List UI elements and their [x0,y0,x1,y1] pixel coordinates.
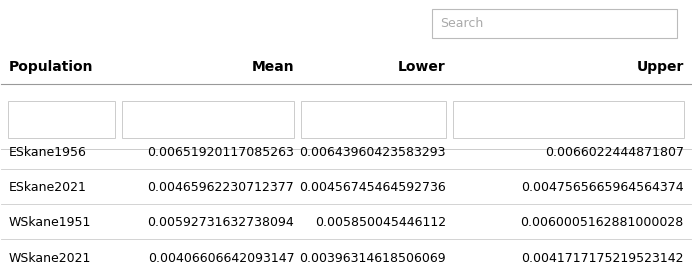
Text: 0.0047565665964564374: 0.0047565665964564374 [521,181,684,194]
Text: 0.00592731632738094: 0.00592731632738094 [147,216,294,230]
Text: 0.0060005162881000028: 0.0060005162881000028 [520,216,684,230]
Text: 0.00456745464592736: 0.00456745464592736 [299,181,446,194]
Text: Lower: Lower [398,60,446,74]
Text: WSkane2021: WSkane2021 [8,252,91,265]
Text: 0.00651920117085263: 0.00651920117085263 [147,146,294,159]
FancyBboxPatch shape [432,10,677,38]
FancyBboxPatch shape [301,101,446,138]
Text: 0.00396314618506069: 0.00396314618506069 [300,252,446,265]
Text: 0.0066022444871807: 0.0066022444871807 [545,146,684,159]
FancyBboxPatch shape [8,101,115,138]
Text: ESkane2021: ESkane2021 [8,181,86,194]
Text: Mean: Mean [252,60,294,74]
Text: 0.00643960423583293: 0.00643960423583293 [300,146,446,159]
Text: 0.0041717175219523142: 0.0041717175219523142 [521,252,684,265]
Text: Upper: Upper [637,60,684,74]
Text: WSkane1951: WSkane1951 [8,216,91,230]
FancyBboxPatch shape [453,101,684,138]
Text: Search: Search [440,17,484,30]
Text: Population: Population [8,60,93,74]
Text: 0.00406606642093147: 0.00406606642093147 [147,252,294,265]
Text: 0.00465962230712377: 0.00465962230712377 [147,181,294,194]
Text: ESkane1956: ESkane1956 [8,146,86,159]
Text: 0.005850045446112: 0.005850045446112 [315,216,446,230]
FancyBboxPatch shape [122,101,294,138]
